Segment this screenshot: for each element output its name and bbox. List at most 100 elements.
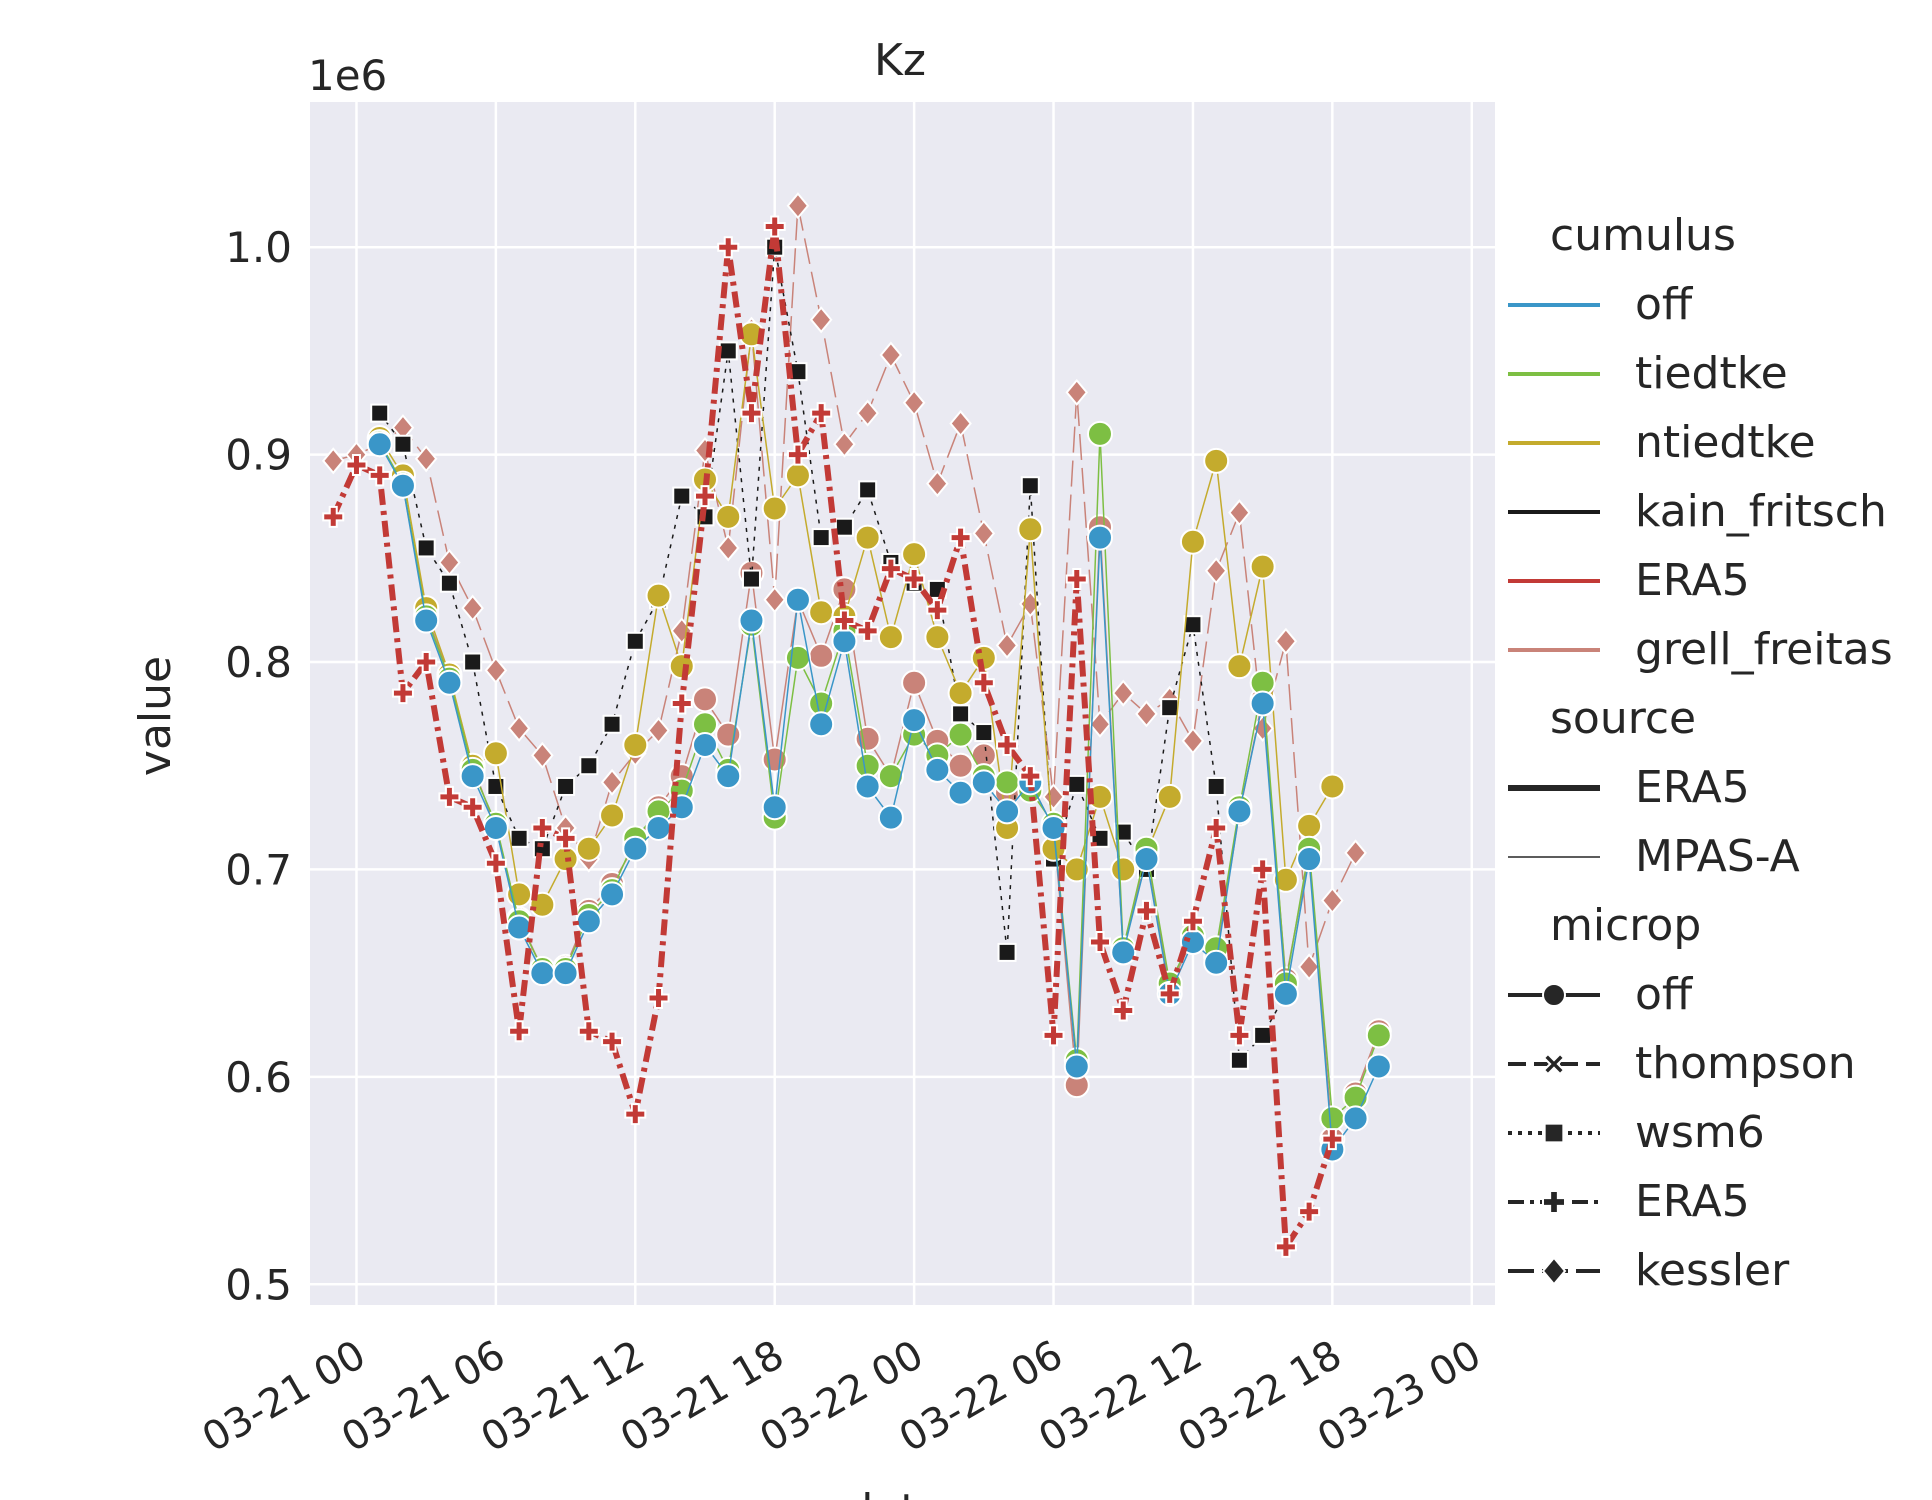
data-point (1156, 783, 1183, 810)
data-point (715, 721, 742, 748)
data-point (949, 409, 972, 438)
data-point (1113, 822, 1133, 842)
data-point (1203, 447, 1230, 474)
legend-entry-cumulus-kain_fritsch: kain_fritsch (1500, 486, 1920, 537)
data-point (1542, 1052, 1566, 1076)
data-point (831, 628, 858, 655)
legend-entry-cumulus-ERA5: ERA5 (1500, 555, 1920, 606)
legend-label: kessler (1635, 1245, 1790, 1296)
data-point (668, 653, 695, 680)
data-point (345, 453, 368, 476)
data-point (1160, 698, 1180, 718)
data-point (834, 517, 854, 537)
data-point (482, 740, 509, 767)
legend-swatch (1508, 303, 1600, 307)
legend-entry-cumulus-tiedtke: tiedtke (1500, 348, 1920, 399)
data-point (1135, 899, 1158, 922)
data-point (901, 707, 928, 734)
data-point (1017, 516, 1044, 543)
data-point (996, 733, 1019, 756)
data-point (1249, 553, 1276, 580)
data-point (1365, 1022, 1392, 1049)
data-point (508, 1020, 531, 1043)
data-point (507, 714, 531, 742)
data-point (901, 541, 928, 568)
data-point (877, 763, 904, 790)
data-point (808, 642, 835, 669)
legend-swatch (1508, 1122, 1600, 1144)
data-point (810, 402, 833, 425)
y-tick-label: 0.9 (225, 431, 292, 480)
y-axis-label: value (130, 656, 181, 776)
data-point (322, 505, 345, 528)
data-point (877, 804, 904, 831)
legend-label: ntiedtke (1635, 417, 1816, 468)
data-point (368, 464, 391, 487)
data-point (670, 692, 693, 715)
y-multiplier-label: 1e6 (308, 51, 387, 100)
legend-title-source: source (1550, 693, 1697, 744)
x-axis-label: date (845, 1485, 944, 1500)
data-point (1319, 773, 1346, 800)
data-point (599, 881, 626, 908)
y-tick-label: 0.6 (225, 1053, 292, 1102)
data-point (1135, 700, 1158, 728)
data-point (1067, 774, 1087, 794)
data-point (1112, 999, 1135, 1022)
data-point (1133, 846, 1160, 873)
data-point (949, 526, 972, 549)
data-point (1181, 910, 1204, 933)
data-point (413, 607, 440, 634)
legend-label: ERA5 (1635, 1176, 1750, 1227)
legend-swatch (1508, 1190, 1600, 1214)
data-point (1205, 816, 1228, 839)
data-point (554, 827, 577, 850)
data-point (1272, 866, 1299, 893)
legend-label: ERA5 (1635, 555, 1750, 606)
legend-swatch (1508, 510, 1600, 514)
y-tick-label: 0.7 (225, 845, 292, 894)
data-point (995, 631, 1019, 659)
data-point (1087, 420, 1113, 447)
chart-title: Kz (874, 35, 926, 86)
data-point (509, 828, 529, 848)
data-point (1020, 476, 1040, 496)
data-point (463, 652, 483, 672)
data-point (1063, 1053, 1090, 1080)
data-point (1296, 846, 1323, 873)
plot-area (310, 102, 1495, 1305)
data-point (577, 1020, 600, 1043)
data-point (879, 557, 902, 580)
data-point (717, 236, 740, 259)
data-point (645, 582, 672, 609)
data-point (1226, 653, 1253, 680)
data-point (947, 752, 974, 779)
data-point (1541, 1256, 1567, 1286)
data-point (647, 987, 670, 1010)
data-point (1042, 1024, 1065, 1047)
data-point (484, 656, 508, 684)
legend-label: grell_freitas (1635, 624, 1893, 675)
data-point (321, 447, 345, 475)
data-point (484, 852, 507, 875)
data-point (738, 607, 765, 634)
legend-entry-cumulus-grell_freitas: grell_freitas (1500, 624, 1920, 675)
data-point (1296, 812, 1323, 839)
series-off-off (366, 431, 1392, 1163)
data-point (997, 942, 1017, 962)
data-point (1183, 615, 1203, 635)
data-point (461, 796, 484, 819)
legend-label: MPAS-A (1635, 831, 1800, 882)
data-point (575, 908, 602, 935)
data-point (856, 619, 879, 642)
data-point (808, 711, 835, 738)
data-point (438, 785, 461, 808)
data-point (647, 716, 670, 745)
data-point (1042, 783, 1065, 811)
data-point (601, 1030, 624, 1053)
data-point (809, 306, 833, 334)
legend-title-cumulus: cumulus (1550, 210, 1736, 261)
legend-swatch (1508, 983, 1600, 1007)
data-point (391, 682, 414, 705)
data-point (436, 669, 463, 696)
